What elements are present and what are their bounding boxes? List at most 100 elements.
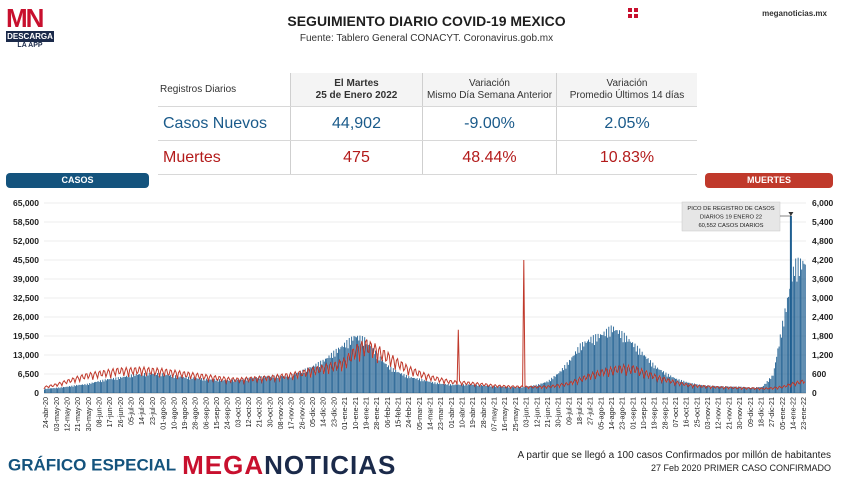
y-right-tick-label: 1,800: [812, 331, 834, 341]
cases-bar: [636, 345, 638, 393]
x-tick-label: 03-may-20: [52, 397, 61, 431]
cases-bar: [224, 380, 226, 393]
cases-bar: [663, 371, 665, 393]
site-link[interactable]: meganoticias.mx: [762, 9, 827, 18]
cases-bar: [729, 386, 731, 393]
cases-bar: [583, 346, 585, 393]
cases-bar: [210, 379, 212, 393]
cases-bar: [594, 345, 595, 393]
cases-bar: [353, 335, 355, 393]
cases-bar: [165, 375, 167, 393]
cases-bar: [495, 386, 497, 393]
cases-bar: [136, 374, 138, 393]
cases-bar: [620, 338, 622, 393]
cases-bar: [288, 377, 289, 393]
cases-bar: [314, 366, 316, 393]
x-tick-label: 03-oct-20: [233, 397, 242, 427]
cases-bar: [113, 377, 114, 393]
cases-bar: [351, 336, 353, 393]
cases-bar: [392, 368, 394, 393]
cases-bar: [233, 381, 235, 393]
x-tick-label: 03-nov-21: [703, 397, 712, 429]
cases-bar: [192, 377, 194, 393]
cases-bar: [265, 376, 267, 393]
x-tick-label: 18-dic-21: [756, 397, 765, 427]
meganoticias-logo: MEGANOTICIAS: [182, 450, 397, 480]
cases-bar: [370, 346, 372, 393]
cases-bar: [542, 382, 544, 393]
cases-bar: [420, 381, 422, 393]
cases-bar: [746, 387, 748, 393]
cases-bar: [669, 376, 670, 393]
row-label: Muertes: [158, 140, 291, 175]
cases-bar: [488, 386, 489, 393]
cases-bar: [173, 378, 175, 393]
cases-bar: [451, 385, 453, 393]
cases-bar: [380, 361, 382, 393]
cases-bar: [492, 387, 494, 393]
x-tick-label: 25-may-21: [511, 397, 520, 431]
cases-bar: [722, 386, 724, 393]
cases-bar: [329, 357, 331, 393]
cases-bar: [245, 378, 247, 393]
cases-bar: [271, 375, 273, 393]
cases-bar: [244, 380, 245, 393]
cases-bar: [457, 384, 459, 393]
cases-bar: [458, 384, 460, 393]
cases-bar: [404, 377, 406, 393]
cases-bar: [608, 326, 610, 393]
cases-bar: [111, 379, 113, 393]
cases-bar: [707, 385, 709, 393]
cases-bar: [304, 368, 306, 393]
cases-bar: [315, 363, 317, 393]
cases-bar: [604, 336, 606, 393]
cases-bar: [114, 379, 116, 393]
cases-bar: [379, 356, 381, 393]
cases-bar: [84, 383, 86, 393]
cases-bar: [473, 384, 475, 393]
row-var-week: -9.00%: [422, 106, 557, 141]
cases-bar: [760, 387, 762, 393]
cases-bar: [207, 380, 209, 393]
cases-bar: [479, 386, 481, 393]
cases-bar: [713, 386, 715, 393]
cases-bar: [675, 378, 676, 393]
cases-bar: [303, 372, 305, 393]
cases-bar: [144, 372, 145, 393]
cases-bar: [789, 288, 791, 393]
x-tick-label: 23-dic-20: [329, 397, 338, 427]
cases-bar: [795, 258, 797, 393]
y-left-tick-label: 6,500: [18, 369, 40, 379]
cases-bar: [471, 384, 473, 393]
cases-bar: [483, 385, 485, 393]
cases-bar: [717, 386, 719, 393]
cases-bar: [570, 360, 572, 393]
stats-header-var-week: Variación Mismo Día Semana Anterior: [422, 73, 557, 107]
cases-bar: [110, 378, 112, 393]
cases-bar: [740, 386, 742, 393]
cases-bar: [661, 372, 663, 393]
x-tick-label: 27-jul-21: [586, 397, 595, 425]
cases-bar: [470, 384, 472, 393]
cases-bar: [453, 385, 455, 393]
cases-bar: [227, 379, 229, 393]
cases-bar: [297, 372, 299, 393]
x-tick-label: 28-abr-21: [479, 397, 488, 428]
cases-bar: [563, 370, 565, 393]
cases-bar: [730, 386, 732, 393]
cases-bar: [322, 359, 324, 393]
cases-bar: [689, 382, 691, 393]
cases-bar: [767, 381, 769, 393]
cases-bar: [769, 378, 770, 393]
cases-bar: [448, 385, 450, 393]
brand-logo[interactable]: MN DESCARGA LA APP: [6, 5, 58, 49]
cases-bar: [103, 381, 105, 393]
x-tick-label: 12-nov-21: [714, 397, 723, 429]
cases-bar: [565, 368, 567, 393]
cases-bar: [391, 371, 393, 393]
cases-bar: [519, 387, 520, 393]
y-right-tick-label: 3,600: [812, 274, 834, 284]
cases-bar: [672, 377, 674, 393]
cases-bar: [432, 381, 434, 393]
cases-bar: [440, 384, 442, 393]
